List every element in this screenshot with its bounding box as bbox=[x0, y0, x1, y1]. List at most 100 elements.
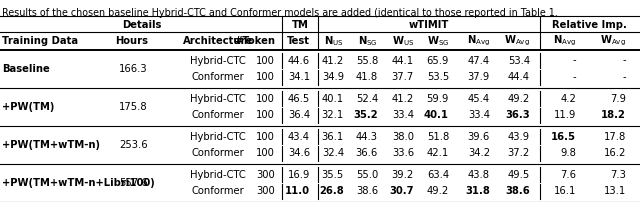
Text: 53.5: 53.5 bbox=[427, 73, 449, 82]
Text: 55.0: 55.0 bbox=[356, 169, 378, 180]
Text: 59.9: 59.9 bbox=[427, 94, 449, 103]
Text: 39.6: 39.6 bbox=[468, 132, 490, 141]
Text: +PW(TM): +PW(TM) bbox=[2, 102, 54, 112]
Text: -: - bbox=[622, 73, 626, 82]
Text: 11.0: 11.0 bbox=[285, 186, 310, 197]
Text: +PW(TM+wTM-n): +PW(TM+wTM-n) bbox=[2, 140, 100, 150]
Text: Results of the chosen baseline Hybrid-CTC and Conformer models are added (identi: Results of the chosen baseline Hybrid-CT… bbox=[2, 8, 558, 18]
Text: -: - bbox=[622, 56, 626, 65]
Text: 43.4: 43.4 bbox=[288, 132, 310, 141]
Text: -: - bbox=[572, 73, 576, 82]
Text: Hybrid-CTC: Hybrid-CTC bbox=[190, 94, 246, 103]
Text: 100: 100 bbox=[256, 148, 275, 159]
Text: 100: 100 bbox=[256, 132, 275, 141]
Text: 55.8: 55.8 bbox=[356, 56, 378, 65]
Text: 37.9: 37.9 bbox=[468, 73, 490, 82]
Text: Baseline: Baseline bbox=[2, 64, 50, 74]
Text: 557.6: 557.6 bbox=[119, 178, 148, 188]
Text: wTIMIT: wTIMIT bbox=[409, 20, 449, 30]
Text: 38.6: 38.6 bbox=[505, 186, 530, 197]
Text: 100: 100 bbox=[256, 73, 275, 82]
Text: 300: 300 bbox=[256, 169, 275, 180]
Text: 32.1: 32.1 bbox=[322, 110, 344, 121]
Text: 37.2: 37.2 bbox=[508, 148, 530, 159]
Text: 49.2: 49.2 bbox=[427, 186, 449, 197]
Text: 17.8: 17.8 bbox=[604, 132, 626, 141]
Text: 4.2: 4.2 bbox=[560, 94, 576, 103]
Text: Architecture: Architecture bbox=[183, 36, 253, 46]
Text: 43.9: 43.9 bbox=[508, 132, 530, 141]
Text: 41.8: 41.8 bbox=[356, 73, 378, 82]
Text: Hybrid-CTC: Hybrid-CTC bbox=[190, 56, 246, 65]
Text: 100: 100 bbox=[256, 94, 275, 103]
Text: 30.7: 30.7 bbox=[390, 186, 414, 197]
Text: Conformer: Conformer bbox=[191, 73, 244, 82]
Text: 51.8: 51.8 bbox=[427, 132, 449, 141]
Text: 253.6: 253.6 bbox=[120, 140, 148, 150]
Text: 33.6: 33.6 bbox=[392, 148, 414, 159]
Text: W$_{\sf Avg}$: W$_{\sf Avg}$ bbox=[504, 34, 530, 48]
Text: 175.8: 175.8 bbox=[120, 102, 148, 112]
Text: Hybrid-CTC: Hybrid-CTC bbox=[190, 132, 246, 141]
Text: 33.4: 33.4 bbox=[468, 110, 490, 121]
Text: Conformer: Conformer bbox=[191, 186, 244, 197]
Text: 18.2: 18.2 bbox=[601, 110, 626, 121]
Text: 32.4: 32.4 bbox=[322, 148, 344, 159]
Text: 35.2: 35.2 bbox=[353, 110, 378, 121]
Text: 7.9: 7.9 bbox=[610, 94, 626, 103]
Text: -: - bbox=[572, 56, 576, 65]
Text: 53.4: 53.4 bbox=[508, 56, 530, 65]
Text: 34.1: 34.1 bbox=[288, 73, 310, 82]
Text: W$_{\sf SG}$: W$_{\sf SG}$ bbox=[427, 34, 449, 48]
Text: W$_{\sf US}$: W$_{\sf US}$ bbox=[392, 34, 414, 48]
Text: 49.2: 49.2 bbox=[508, 94, 530, 103]
Text: 44.1: 44.1 bbox=[392, 56, 414, 65]
Text: 7.3: 7.3 bbox=[610, 169, 626, 180]
Text: Conformer: Conformer bbox=[191, 148, 244, 159]
Text: 38.0: 38.0 bbox=[392, 132, 414, 141]
Text: 16.2: 16.2 bbox=[604, 148, 626, 159]
Text: Details: Details bbox=[122, 20, 162, 30]
Text: 36.3: 36.3 bbox=[506, 110, 530, 121]
Text: 7.6: 7.6 bbox=[560, 169, 576, 180]
Text: 16.5: 16.5 bbox=[551, 132, 576, 141]
Text: Conformer: Conformer bbox=[191, 110, 244, 121]
Text: 40.1: 40.1 bbox=[424, 110, 449, 121]
Text: 31.8: 31.8 bbox=[465, 186, 490, 197]
Text: Hybrid-CTC: Hybrid-CTC bbox=[190, 169, 246, 180]
Text: 35.5: 35.5 bbox=[322, 169, 344, 180]
Text: 44.6: 44.6 bbox=[288, 56, 310, 65]
Text: 100: 100 bbox=[256, 56, 275, 65]
Text: +PW(TM+wTM-n+Libri100): +PW(TM+wTM-n+Libri100) bbox=[2, 178, 155, 188]
Text: N$_{\sf SG}$: N$_{\sf SG}$ bbox=[358, 34, 378, 48]
Text: 38.6: 38.6 bbox=[356, 186, 378, 197]
Text: #Token: #Token bbox=[234, 36, 275, 46]
Text: Relative Imp.: Relative Imp. bbox=[552, 20, 627, 30]
Text: W$_{\sf Avg}$: W$_{\sf Avg}$ bbox=[600, 34, 626, 48]
Text: 41.2: 41.2 bbox=[322, 56, 344, 65]
Text: 45.4: 45.4 bbox=[468, 94, 490, 103]
Text: 100: 100 bbox=[256, 110, 275, 121]
Text: 43.8: 43.8 bbox=[468, 169, 490, 180]
Text: 11.9: 11.9 bbox=[554, 110, 576, 121]
Text: 36.4: 36.4 bbox=[288, 110, 310, 121]
Text: Hours: Hours bbox=[115, 36, 148, 46]
Text: 33.4: 33.4 bbox=[392, 110, 414, 121]
Text: 34.6: 34.6 bbox=[288, 148, 310, 159]
Text: 37.7: 37.7 bbox=[392, 73, 414, 82]
Text: 9.8: 9.8 bbox=[560, 148, 576, 159]
Text: 44.3: 44.3 bbox=[356, 132, 378, 141]
Text: 13.1: 13.1 bbox=[604, 186, 626, 197]
Text: 300: 300 bbox=[256, 186, 275, 197]
Text: 26.8: 26.8 bbox=[319, 186, 344, 197]
Text: 16.1: 16.1 bbox=[554, 186, 576, 197]
Text: 52.4: 52.4 bbox=[356, 94, 378, 103]
Text: 42.1: 42.1 bbox=[427, 148, 449, 159]
Text: 40.1: 40.1 bbox=[322, 94, 344, 103]
Text: N$_{\sf US}$: N$_{\sf US}$ bbox=[324, 34, 344, 48]
Text: 166.3: 166.3 bbox=[120, 64, 148, 74]
Text: 46.5: 46.5 bbox=[288, 94, 310, 103]
Text: Test: Test bbox=[287, 36, 310, 46]
Text: 65.9: 65.9 bbox=[427, 56, 449, 65]
Text: 41.2: 41.2 bbox=[392, 94, 414, 103]
